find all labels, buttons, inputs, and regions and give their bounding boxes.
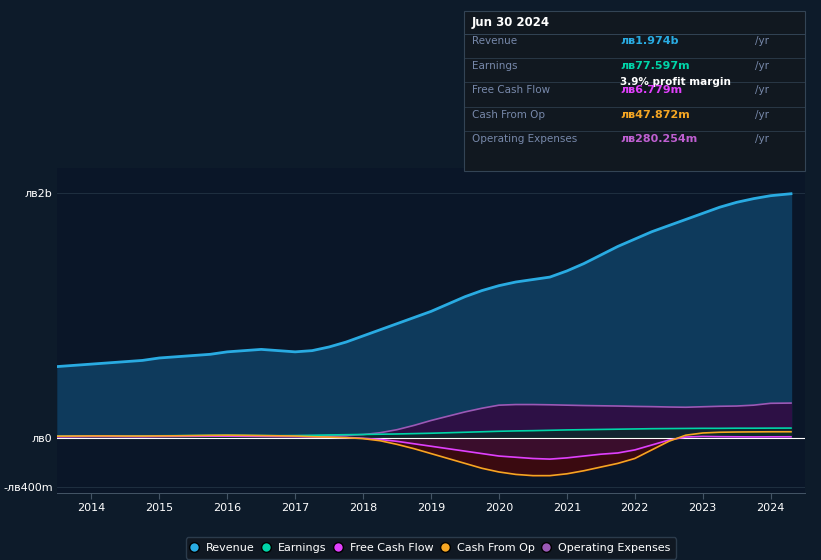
Text: лв6.779m: лв6.779m (620, 85, 682, 95)
Text: Revenue: Revenue (472, 36, 517, 46)
Text: Free Cash Flow: Free Cash Flow (472, 85, 550, 95)
Text: /yr: /yr (755, 36, 769, 46)
Text: /yr: /yr (755, 85, 769, 95)
Text: /yr: /yr (755, 61, 769, 71)
Text: 3.9% profit margin: 3.9% profit margin (620, 77, 731, 86)
Text: лв47.872m: лв47.872m (620, 110, 690, 120)
Text: /yr: /yr (755, 134, 769, 144)
Text: /yr: /yr (755, 110, 769, 120)
Text: Earnings: Earnings (472, 61, 517, 71)
Legend: Revenue, Earnings, Free Cash Flow, Cash From Op, Operating Expenses: Revenue, Earnings, Free Cash Flow, Cash … (186, 538, 676, 559)
Text: Jun 30 2024: Jun 30 2024 (472, 16, 550, 29)
Text: Operating Expenses: Operating Expenses (472, 134, 577, 144)
Text: Cash From Op: Cash From Op (472, 110, 545, 120)
Text: лв280.254m: лв280.254m (620, 134, 697, 144)
Text: лв1.974b: лв1.974b (620, 36, 678, 46)
Text: лв77.597m: лв77.597m (620, 61, 690, 71)
